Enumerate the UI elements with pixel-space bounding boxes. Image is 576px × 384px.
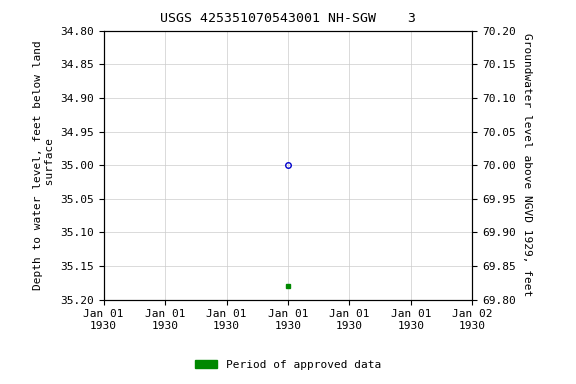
Y-axis label: Depth to water level, feet below land
 surface: Depth to water level, feet below land su… [33,40,55,290]
Y-axis label: Groundwater level above NGVD 1929, feet: Groundwater level above NGVD 1929, feet [522,33,532,297]
Title: USGS 425351070543001 NH-SGW    3: USGS 425351070543001 NH-SGW 3 [160,12,416,25]
Legend: Period of approved data: Period of approved data [191,356,385,375]
